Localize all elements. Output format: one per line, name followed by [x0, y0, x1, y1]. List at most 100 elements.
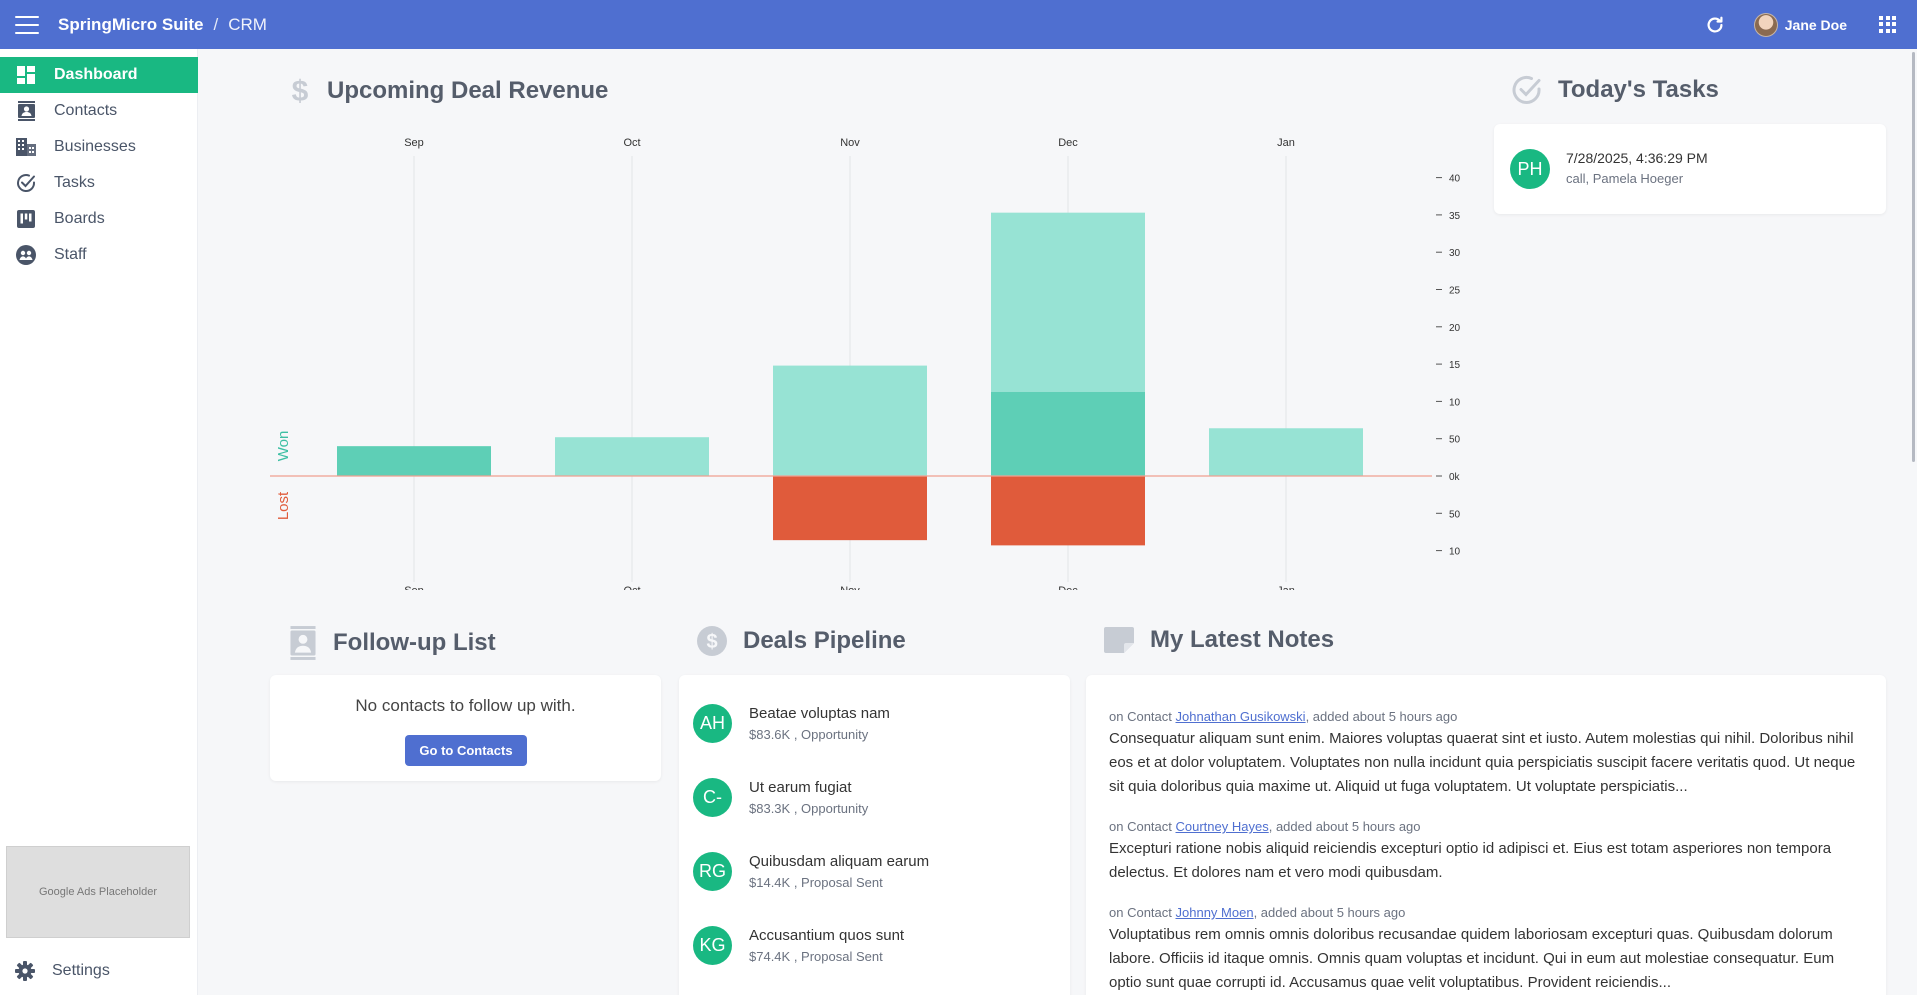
note-meta: on Contact Johnathan Gusikowski, added a…	[1109, 709, 1859, 724]
user-avatar[interactable]	[1753, 12, 1778, 37]
y-tick-label: 150k	[1449, 360, 1460, 371]
followup-title-text: Follow-up List	[333, 629, 496, 656]
tasks-title-text: Today's Tasks	[1558, 76, 1719, 103]
notes-title-text: My Latest Notes	[1150, 626, 1335, 653]
deal-item[interactable]: KG Accusantium quos sunt $74.4K , Propos…	[693, 921, 904, 969]
y-tick-label: 0k	[1449, 472, 1460, 483]
bar-won	[991, 391, 1145, 476]
task-avatar: PH	[1510, 149, 1550, 189]
note-contact-link[interactable]: Johnny Moen	[1175, 905, 1254, 920]
sidebar-item-tasks[interactable]: Tasks	[0, 165, 198, 201]
dollar-icon: $	[289, 75, 311, 107]
task-card[interactable]: PH 7/28/2025, 4:36:29 PM call, Pamela Ho…	[1494, 124, 1886, 214]
followup-empty-text: No contacts to follow up with.	[355, 696, 576, 715]
deal-avatar: C-	[693, 777, 732, 817]
go-to-contacts-button[interactable]: Go to Contacts	[405, 735, 527, 766]
sidebar-item-label: Boards	[54, 210, 105, 227]
businesses-icon	[15, 136, 37, 158]
deal-item[interactable]: C- Ut earum fugiat $83.3K , Opportunity	[693, 773, 868, 821]
breadcrumb-module: CRM	[228, 14, 267, 34]
bar-lost	[773, 476, 927, 541]
contacts-icon	[15, 100, 37, 122]
sidebar-item-label: Tasks	[54, 174, 95, 191]
note-prefix: on Contact	[1109, 709, 1172, 724]
deal-item[interactable]: AH Beatae voluptas nam $83.6K , Opportun…	[693, 699, 890, 747]
sidebar-item-label: Staff	[54, 246, 87, 263]
app-brand[interactable]: SpringMicro Suite	[58, 14, 204, 34]
note-contact-link[interactable]: Johnathan Gusikowski	[1175, 709, 1306, 724]
followup-card: No contacts to follow up with. Go to Con…	[270, 675, 661, 781]
pipeline-card: AH Beatae voluptas nam $83.6K , Opportun…	[679, 675, 1070, 995]
y-tick-label: 250k	[1449, 286, 1460, 297]
x-tick-label-bottom: Oct	[623, 585, 640, 590]
deal-avatar: AH	[693, 703, 732, 743]
y-tick-label: 300k	[1449, 248, 1460, 259]
dashboard-icon	[15, 64, 37, 86]
revenue-chart: Sep Sep Oct Oct Nov Nov Dec Dec Jan Jan 400k 350k 30…	[270, 137, 1460, 590]
deal-item[interactable]: RG Quibusdam aliquam earum $14.4K , Prop…	[693, 847, 929, 895]
deal-detail: $83.3K , Opportunity	[749, 800, 869, 816]
svg-text:$: $	[706, 631, 717, 653]
y-tick-label: 200k	[1449, 323, 1460, 334]
note-item: on Contact Courtney Hayes, added about 5…	[1109, 819, 1859, 885]
sidebar-item-contacts[interactable]: Contacts	[0, 93, 198, 129]
boards-icon	[15, 208, 37, 230]
notes-card: on Contact Johnathan Gusikowski, added a…	[1086, 675, 1886, 995]
x-tick-label-top: Dec	[1058, 137, 1078, 149]
pipeline-title: $ Deals Pipeline	[697, 626, 906, 656]
user-name[interactable]: Jane Doe	[1784, 16, 1847, 33]
revenue-title: $ Upcoming Deal Revenue	[289, 75, 609, 107]
sidebar-item-settings[interactable]: Settings	[0, 956, 198, 986]
note-contact-link[interactable]: Courtney Hayes	[1175, 819, 1269, 834]
breadcrumb-separator: /	[213, 14, 219, 34]
top-bar: SpringMicro Suite / CRM Jane Doe	[0, 0, 1917, 49]
bar-pipeline	[773, 365, 927, 476]
followup-title: Follow-up List	[289, 626, 496, 660]
sidebar-item-staff[interactable]: Staff	[0, 237, 198, 273]
deal-name: Beatae voluptas nam	[749, 704, 890, 722]
deal-avatar: KG	[693, 925, 732, 965]
deal-name: Ut earum fugiat	[749, 778, 852, 796]
x-tick-label-bottom: Jan	[1277, 585, 1295, 590]
sidebar-item-businesses[interactable]: Businesses	[0, 129, 198, 165]
x-tick-label-top: Sep	[404, 137, 424, 149]
apps-grid-icon[interactable]	[1879, 15, 1897, 34]
deal-name: Accusantium quos sunt	[749, 926, 905, 944]
task-datetime: 7/28/2025, 4:36:29 PM	[1566, 150, 1708, 166]
x-tick-label-top: Oct	[623, 137, 640, 149]
sidebar-item-boards[interactable]: Boards	[0, 201, 198, 237]
page-scrollbar[interactable]	[1912, 52, 1915, 462]
note-prefix: on Contact	[1109, 819, 1172, 834]
gear-icon	[15, 961, 35, 981]
y-tick-label: 100k	[1449, 397, 1460, 408]
x-tick-label-top: Nov	[840, 137, 860, 149]
note-meta: on Contact Courtney Hayes, added about 5…	[1109, 819, 1859, 834]
sidebar-item-label: Dashboard	[54, 66, 138, 83]
deal-detail: $74.4K , Proposal Sent	[749, 948, 883, 964]
lost-axis-label: Lost	[275, 491, 292, 520]
note-icon	[1104, 627, 1134, 653]
y-tick-label: 100k	[1449, 547, 1460, 558]
y-tick-label: 350k	[1449, 211, 1460, 222]
hamburger-menu-icon[interactable]	[15, 15, 39, 34]
refresh-icon[interactable]	[1704, 14, 1726, 36]
bar-pipeline	[991, 212, 1145, 392]
tasks-title: Today's Tasks	[1512, 75, 1719, 105]
revenue-title-text: Upcoming Deal Revenue	[327, 77, 609, 104]
sidebar-item-label: Contacts	[54, 102, 118, 119]
sidebar-item-label: Businesses	[54, 138, 136, 155]
y-tick-label: 400k	[1449, 174, 1460, 185]
dollar-circle-icon: $	[697, 626, 727, 656]
note-timestamp: , added about 5 hours ago	[1305, 709, 1458, 724]
check-circle-icon	[1512, 75, 1542, 105]
note-text: Excepturi ratione nobis aliquid reiciend…	[1109, 840, 1832, 881]
task-detail: call, Pamela Hoeger	[1566, 171, 1684, 186]
bar-won	[337, 446, 491, 476]
note-text: Voluptatibus rem omnis omnis doloribus r…	[1109, 926, 1835, 991]
sidebar-item-dashboard[interactable]: Dashboard	[0, 57, 198, 93]
bar-lost	[991, 476, 1145, 546]
settings-label: Settings	[52, 962, 110, 979]
x-tick-label-bottom: Dec	[1058, 585, 1078, 590]
x-tick-label-top: Jan	[1277, 137, 1295, 149]
note-item: on Contact Johnny Moen, added about 5 ho…	[1109, 905, 1859, 995]
